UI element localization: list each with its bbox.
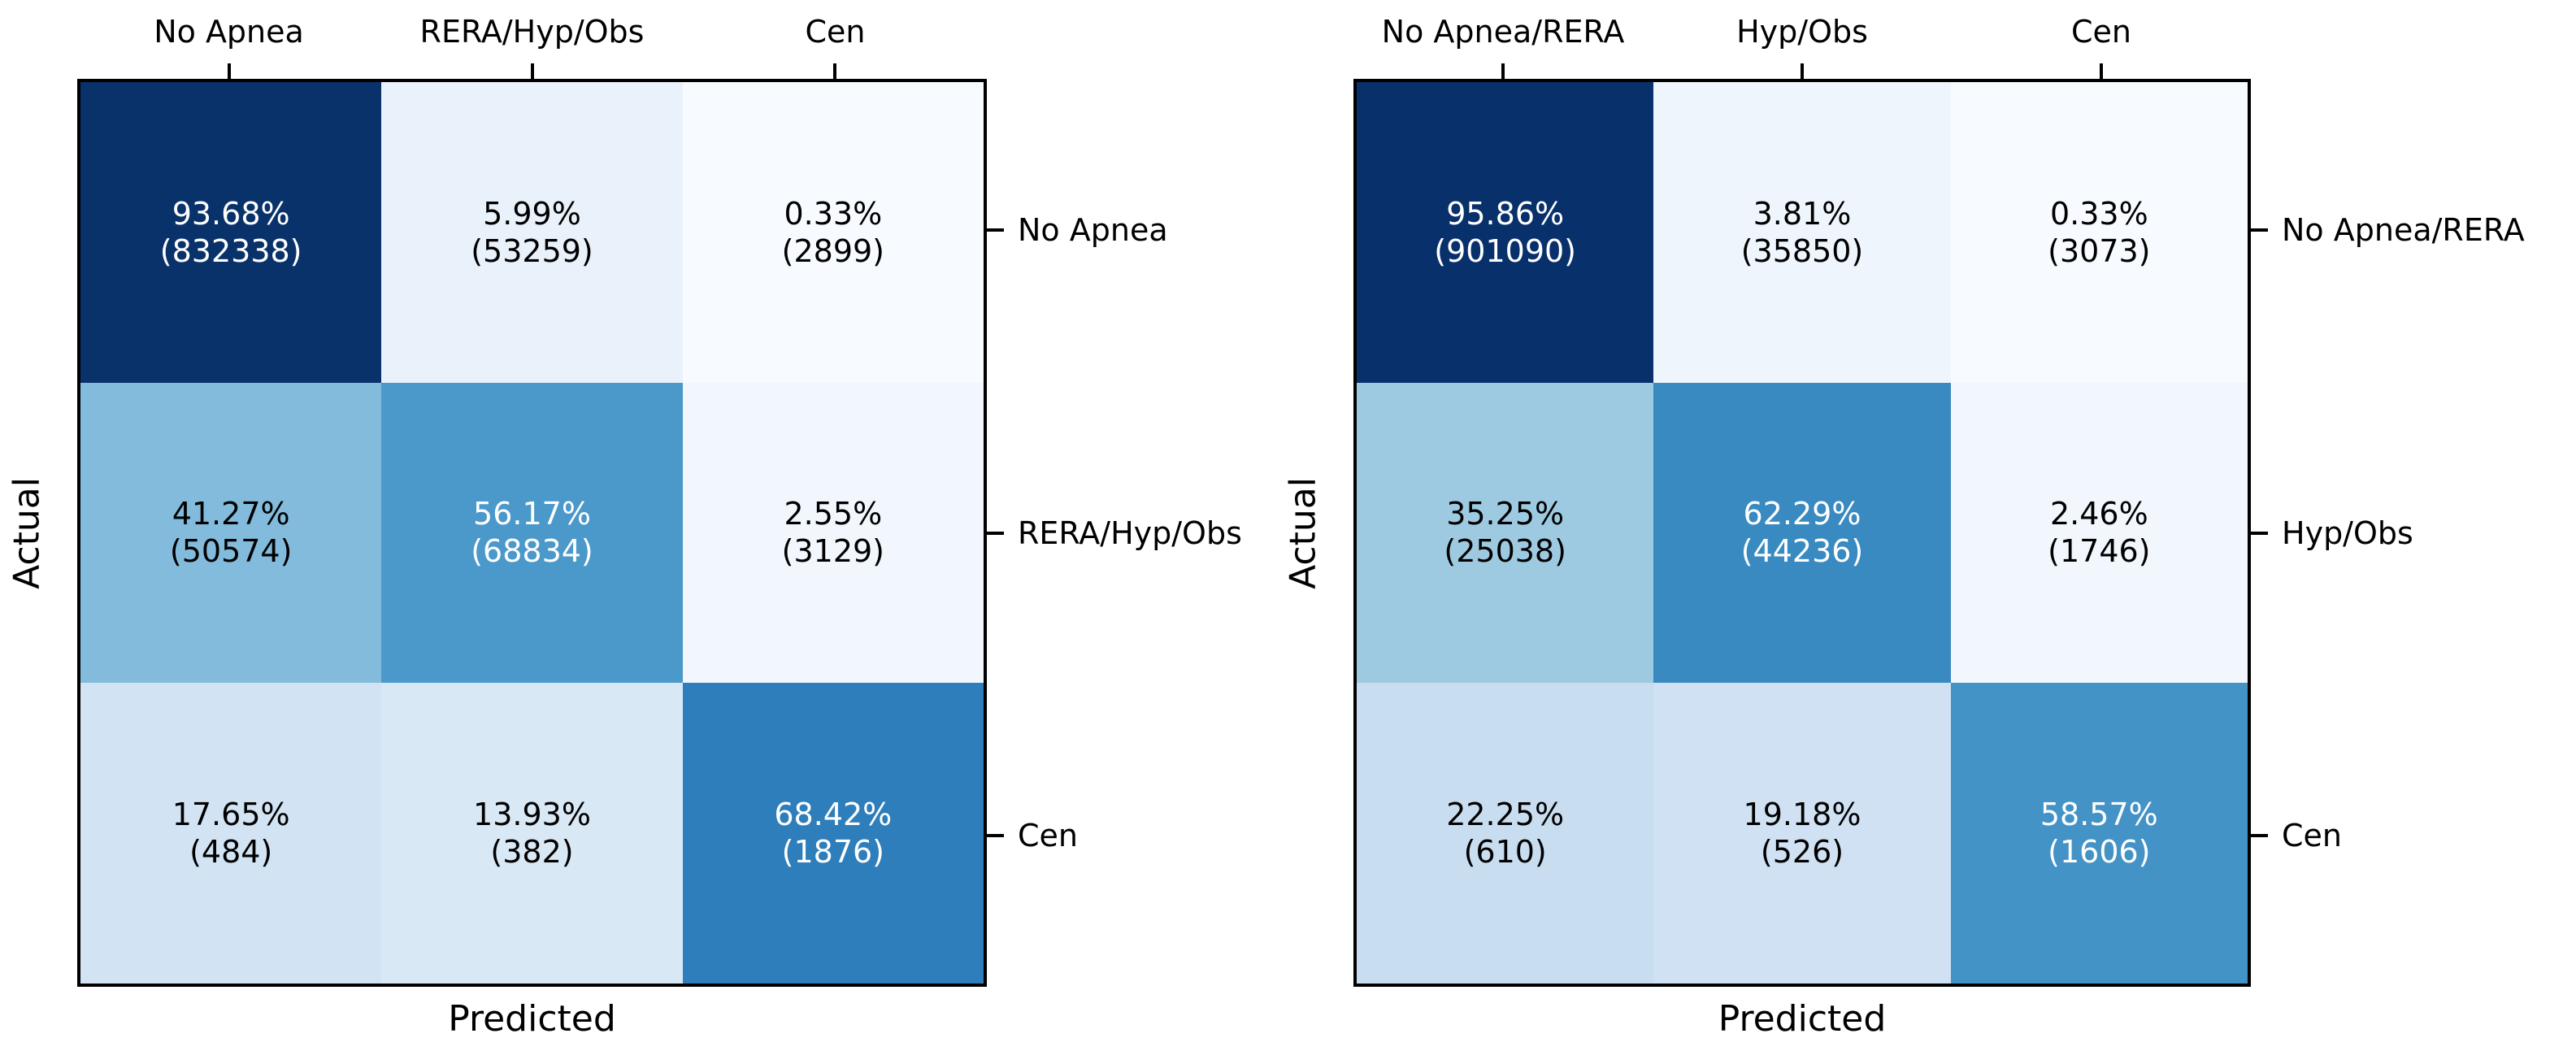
matrix-cell-r2c2: 56.17% (68834) [381, 382, 683, 684]
x-tick-label: RERA/Hyp/Obs [419, 14, 645, 50]
y-axis-title: Actual [6, 476, 48, 589]
cell-percent: 56.17% [473, 496, 591, 532]
y-tick-mark [987, 531, 1004, 535]
cell-percent: 5.99% [483, 195, 581, 232]
matrix-cell-r1c1: 93.68% (832338) [80, 82, 382, 383]
y-tick-mark [2251, 228, 2268, 232]
cell-count: (35850) [1740, 232, 1864, 269]
cell-count: (50574) [169, 533, 293, 570]
cell-count: (1876) [781, 834, 884, 871]
matrix-cell-r3c2: 19.18% (526) [1653, 683, 1951, 984]
x-tick-mark [530, 63, 534, 79]
cell-percent: 58.57% [2040, 797, 2158, 833]
x-tick-mark [2099, 63, 2103, 79]
y-tick-label: Hyp/Obs [2282, 515, 2413, 551]
cell-percent: 22.25% [1446, 797, 1565, 833]
matrix-cell-r3c3: 68.42% (1876) [682, 683, 984, 984]
cell-percent: 0.33% [784, 195, 883, 232]
x-tick-label: Cen [805, 14, 866, 50]
cell-percent: 13.93% [473, 797, 591, 833]
cell-count: (1606) [2048, 834, 2151, 871]
matrix-cell-r1c1: 95.86% (901090) [1357, 82, 1654, 383]
cell-count: (1746) [2048, 533, 2151, 570]
cell-count: (832338) [159, 232, 302, 269]
cell-count: (68834) [471, 533, 593, 570]
cell-percent: 2.55% [784, 496, 883, 532]
y-tick-mark [987, 228, 1004, 232]
cell-count: (901090) [1434, 232, 1577, 269]
matrix-cell-r2c2: 62.29% (44236) [1653, 382, 1951, 684]
matrix-cell-r1c3: 0.33% (2899) [682, 82, 984, 383]
cell-count: (382) [490, 834, 574, 871]
cell-percent: 62.29% [1743, 496, 1861, 532]
x-tick-label: No Apnea [154, 14, 304, 50]
matrix-cell-r2c3: 2.55% (3129) [682, 382, 984, 684]
cell-count: (3073) [2048, 232, 2151, 269]
matrix-area-left: 93.68% (832338) 5.99% (53259) 0.33% (2899) 41.… [7, 14, 1242, 1040]
y-tick-mark [2251, 833, 2268, 837]
cell-count: (2899) [781, 232, 884, 269]
y-tick-mark [2251, 531, 2268, 535]
x-tick-label: No Apnea/RERA [1381, 14, 1625, 50]
matrix-cell-r3c1: 17.65% (484) [80, 683, 382, 984]
cell-percent: 41.27% [172, 496, 290, 532]
y-tick-label: Cen [2282, 817, 2342, 853]
cell-percent: 95.86% [1446, 195, 1565, 232]
heatmap-grid-right: 95.86% (901090) 3.81% (35850) 0.33% (3073) 35.… [1353, 79, 2251, 987]
x-axis-title: Predicted [448, 998, 616, 1040]
cell-percent: 3.81% [1753, 195, 1852, 232]
cell-percent: 2.46% [2049, 496, 2148, 532]
matrix-cell-r3c1: 22.25% (610) [1357, 683, 1654, 984]
x-tick-mark [1801, 63, 1804, 79]
cell-count: (44236) [1740, 533, 1864, 570]
cell-count: (610) [1463, 834, 1547, 871]
matrix-cell-r3c2: 13.93% (382) [381, 683, 683, 984]
matrix-cell-r2c1: 35.25% (25038) [1357, 382, 1654, 684]
cell-count: (526) [1760, 834, 1844, 871]
y-tick-label: No Apnea [1018, 212, 1168, 249]
y-tick-label: RERA/Hyp/Obs [1018, 515, 1242, 551]
cell-count: (25038) [1444, 533, 1566, 570]
matrix-cell-r3c3: 58.57% (1606) [1950, 683, 2248, 984]
x-axis-title: Predicted [1718, 998, 1887, 1040]
x-tick-mark [833, 63, 837, 79]
cell-percent: 35.25% [1446, 496, 1565, 532]
matrix-cell-r1c3: 0.33% (3073) [1950, 82, 2248, 383]
heatmap-grid-left: 93.68% (832338) 5.99% (53259) 0.33% (2899) 41.… [77, 79, 987, 987]
y-axis-title: Actual [1282, 476, 1324, 589]
y-tick-mark [987, 833, 1004, 837]
matrix-cell-r1c2: 3.81% (35850) [1653, 82, 1951, 383]
x-tick-mark [1501, 63, 1505, 79]
cell-count: (53259) [471, 232, 593, 269]
matrix-cell-r2c1: 41.27% (50574) [80, 382, 382, 684]
x-tick-mark [227, 63, 231, 79]
matrix-cell-r1c2: 5.99% (53259) [381, 82, 683, 383]
x-tick-label: Cen [2070, 14, 2131, 50]
matrix-area-right: 95.86% (901090) 3.81% (35850) 0.33% (3073) 35.… [1283, 14, 2525, 1040]
y-tick-label: Cen [1018, 817, 1078, 853]
cell-percent: 17.65% [172, 797, 290, 833]
cell-percent: 0.33% [2049, 195, 2148, 232]
cell-count: (484) [189, 834, 273, 871]
matrix-cell-r2c3: 2.46% (1746) [1950, 382, 2248, 684]
x-tick-label: Hyp/Obs [1736, 14, 1868, 50]
y-tick-label: No Apnea/RERA [2282, 212, 2525, 249]
cell-percent: 68.42% [774, 797, 893, 833]
cell-percent: 19.18% [1743, 797, 1861, 833]
cell-percent: 93.68% [172, 195, 290, 232]
cell-count: (3129) [781, 533, 884, 570]
